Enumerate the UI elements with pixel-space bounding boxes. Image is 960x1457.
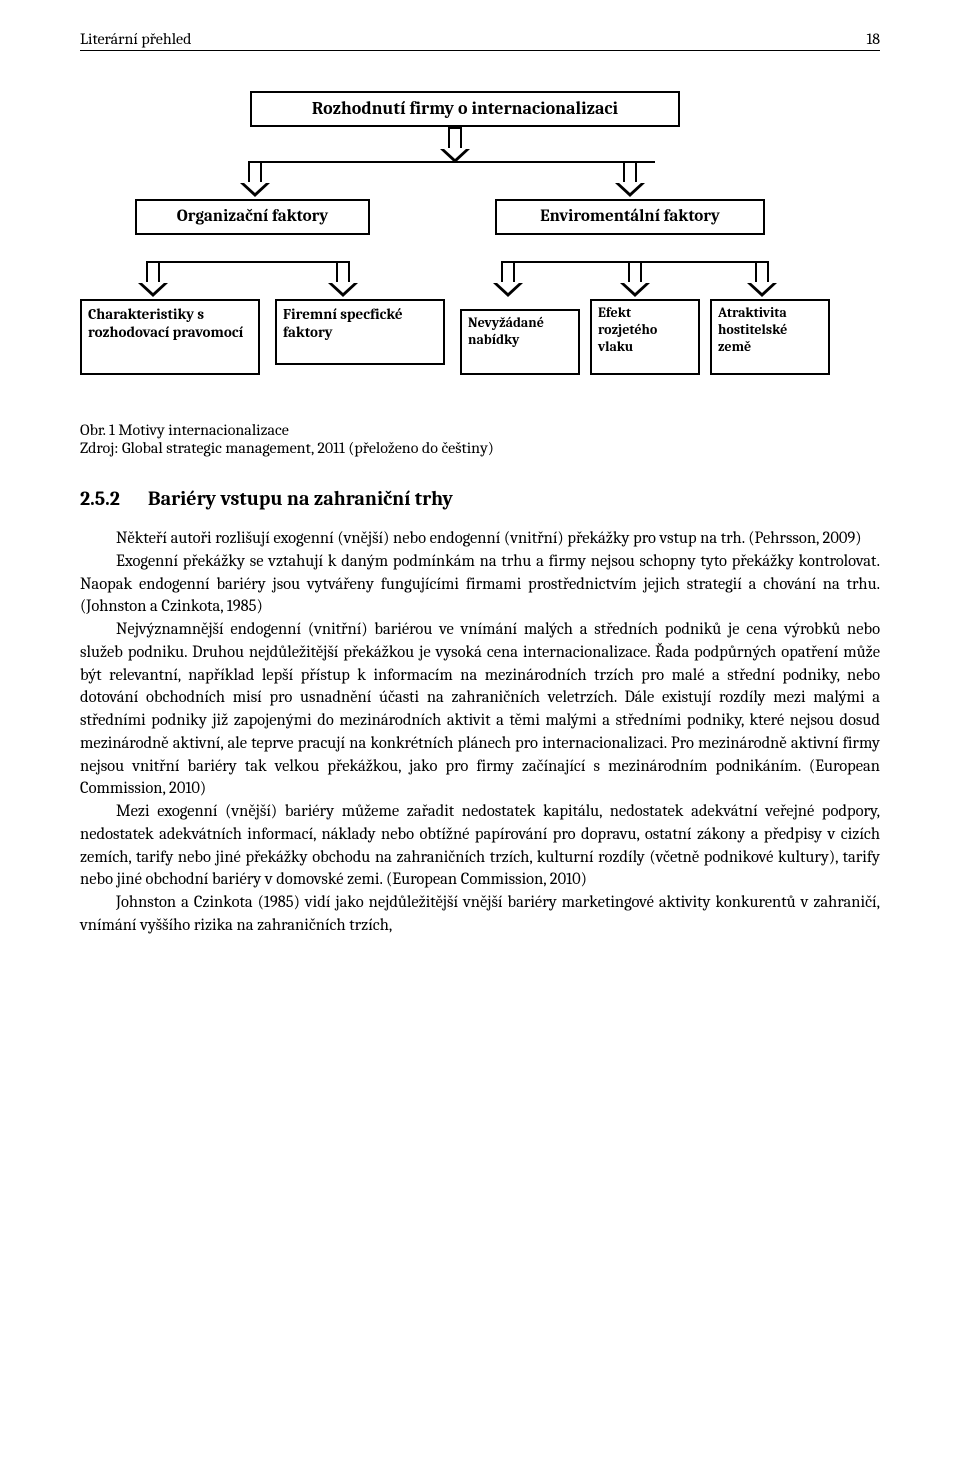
connector-line — [150, 261, 345, 263]
diagram-box: Efekt rozjetého vlaku — [590, 299, 700, 375]
arrow-down-icon — [615, 161, 645, 197]
diagram-box: Nevyžádané nabídky — [460, 309, 580, 375]
figure-caption: Obr. 1 Motivy internacionalizace Zdroj: … — [80, 421, 880, 457]
header-left: Literární přehled — [80, 30, 191, 48]
diagram-box: Atraktivita hostitelské země — [710, 299, 830, 375]
page-header: Literární přehled 18 — [80, 30, 880, 51]
diagram-box: Rozhodnutí firmy o internacionalizaci — [250, 91, 680, 127]
diagram-box: Organizační faktory — [135, 199, 370, 235]
section-number: 2.5.2 — [80, 487, 120, 510]
header-page: 18 — [866, 30, 880, 48]
arrow-down-icon — [747, 261, 777, 297]
diagram-box: Charakteristiky s rozhodovací pravomocí — [80, 299, 260, 375]
connector-line — [255, 161, 655, 163]
body-text: Někteří autoři rozlišují exogenní (vnějš… — [80, 528, 880, 938]
figure-label: Obr. 1 Motivy internacionalizace — [80, 421, 880, 439]
paragraph: Někteří autoři rozlišují exogenní (vnějš… — [80, 528, 880, 551]
paragraph: Nejvýznamnější endogenní (vnitřní) barié… — [80, 619, 880, 801]
diagram-box: Enviromentální faktory — [495, 199, 765, 235]
arrow-down-icon — [493, 261, 523, 297]
arrow-down-icon — [138, 261, 168, 297]
paragraph: Exogenní překážky se vztahují k daným po… — [80, 551, 880, 619]
arrow-down-icon — [620, 261, 650, 297]
flowchart-diagram: Rozhodnutí firmy o internacionalizaci Org… — [80, 91, 880, 381]
section-title: Bariéry vstupu na zahraniční trhy — [148, 487, 453, 510]
paragraph: Johnston a Czinkota (1985) vidí jako nej… — [80, 892, 880, 938]
arrow-down-icon — [440, 127, 470, 163]
paragraph: Mezi exogenní (vnější) bariéry můžeme za… — [80, 801, 880, 892]
figure-source: Zdroj: Global strategic management, 2011… — [80, 439, 880, 457]
arrow-down-icon — [328, 261, 358, 297]
diagram-box: Firemní specfické faktory — [275, 299, 445, 365]
section-heading: 2.5.2 Bariéry vstupu na zahraniční trhy — [80, 487, 880, 510]
arrow-down-icon — [240, 161, 270, 197]
